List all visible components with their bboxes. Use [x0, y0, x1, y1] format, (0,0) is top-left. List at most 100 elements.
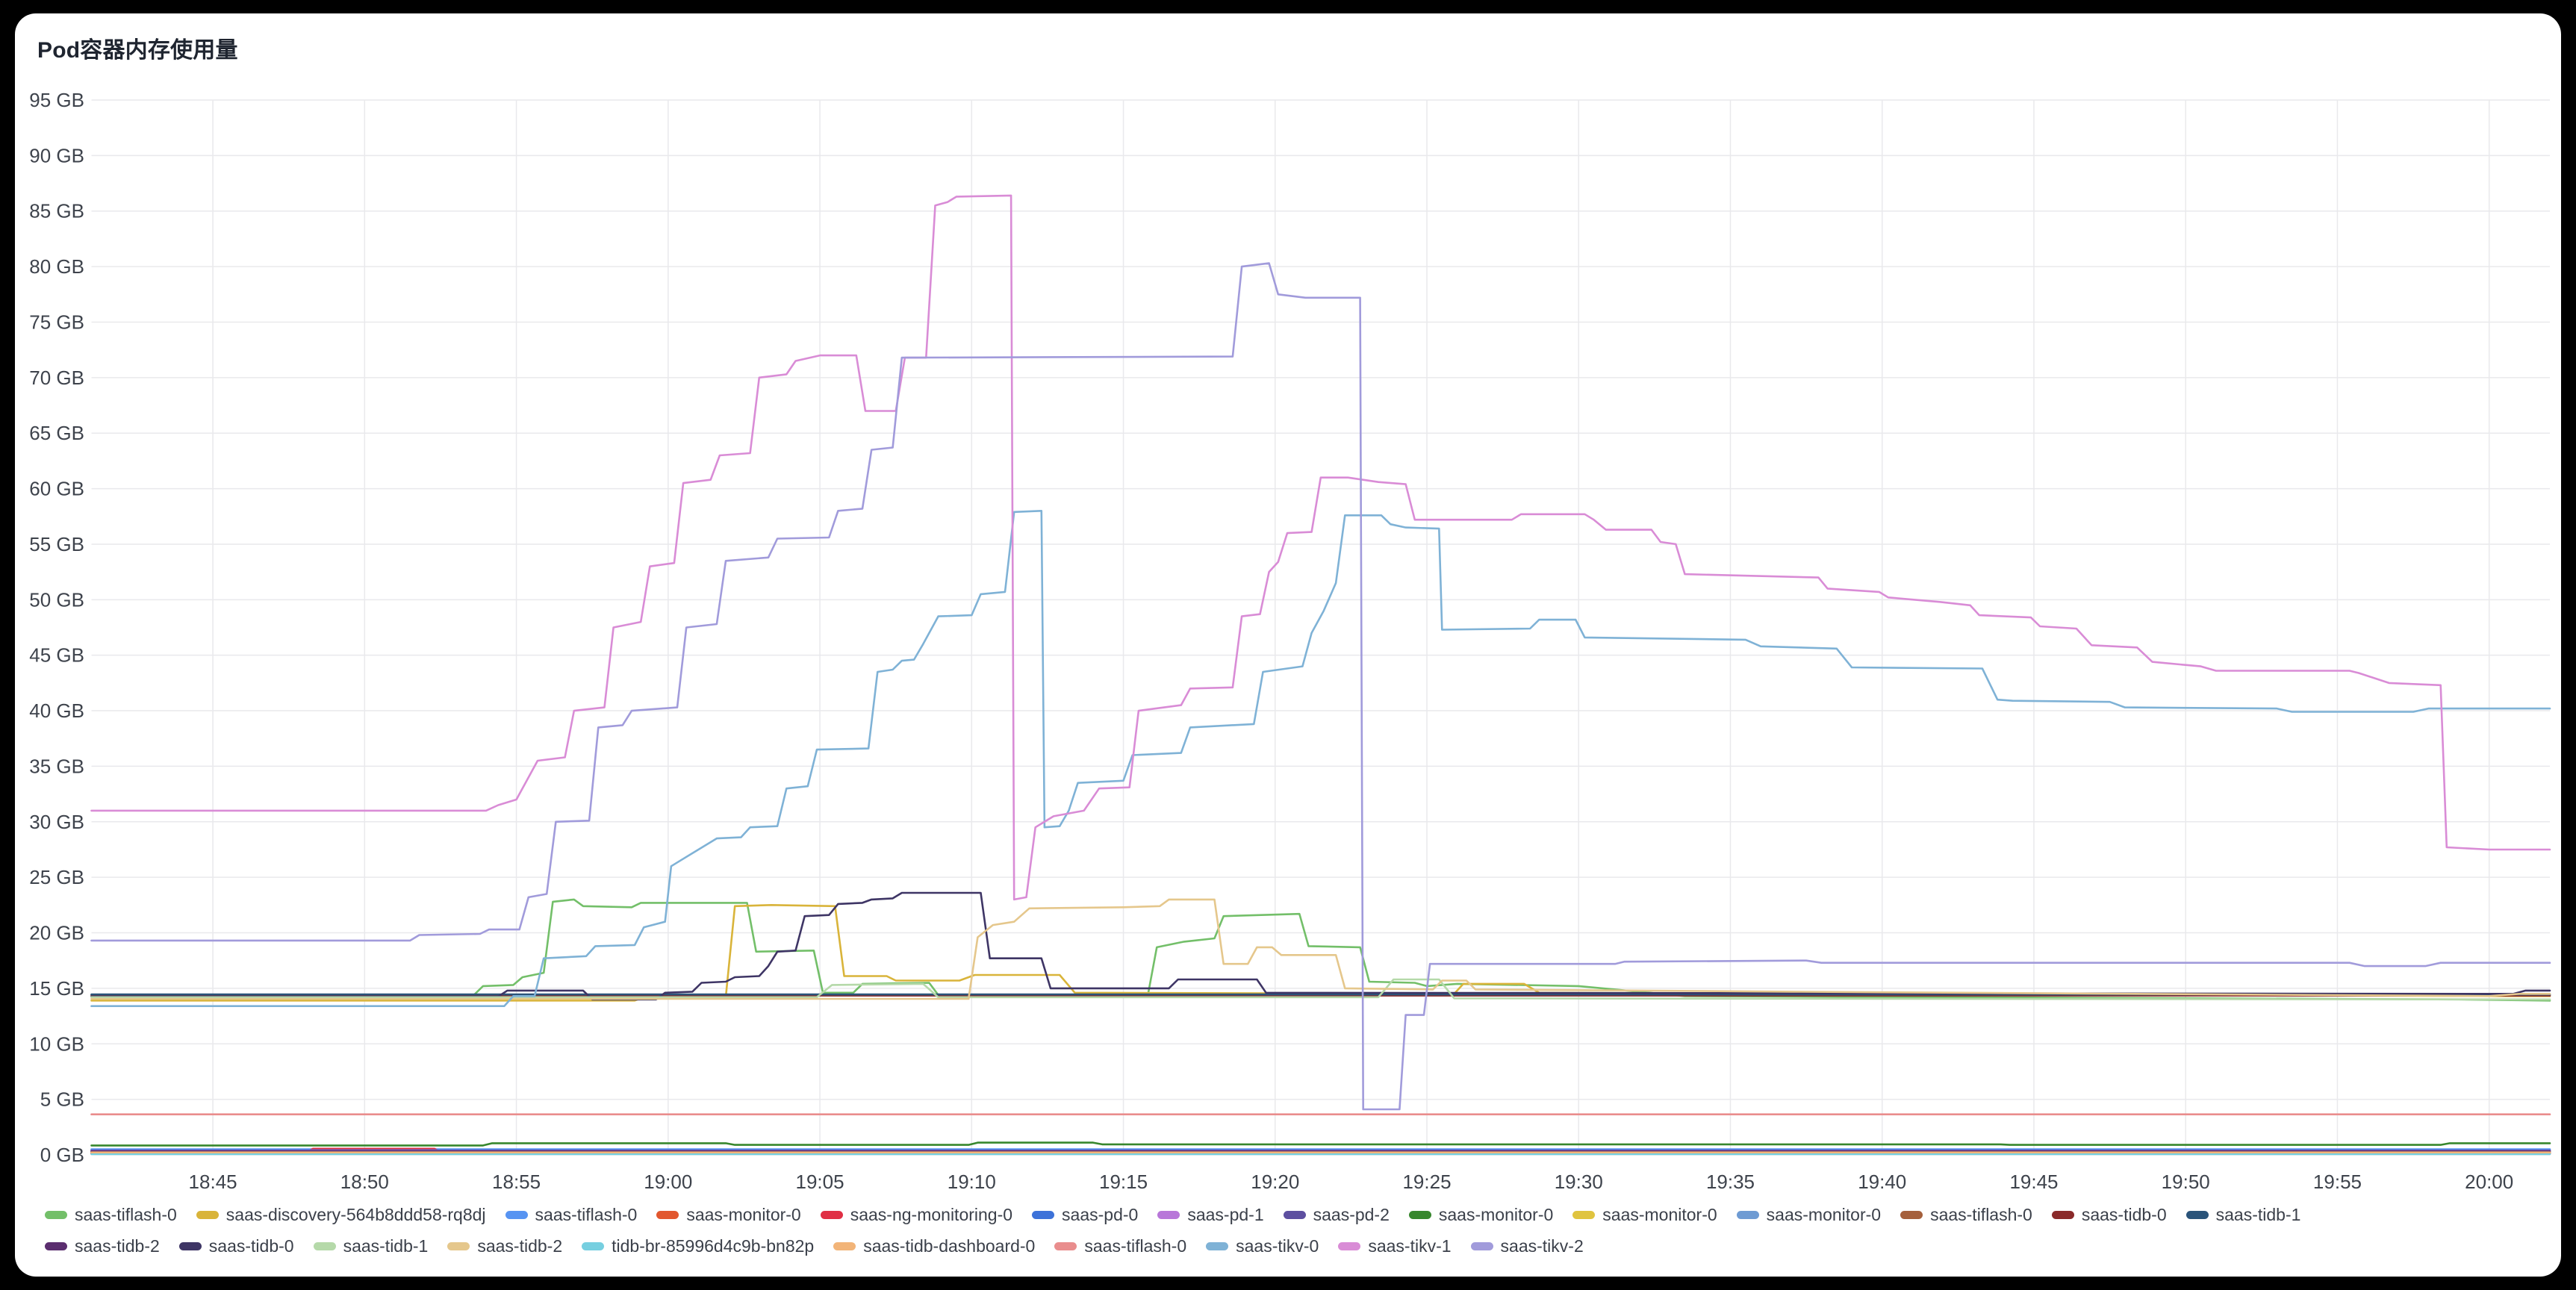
- legend-swatch-icon: [1736, 1210, 1759, 1219]
- legend-item[interactable]: saas-ng-monitoring-0: [820, 1205, 1012, 1225]
- legend-item[interactable]: saas-tidb-1: [313, 1236, 429, 1256]
- legend-swatch-icon: [1157, 1210, 1180, 1219]
- y-axis-tick: 60 GB: [29, 478, 84, 500]
- legend-item[interactable]: saas-tiflash-0: [505, 1204, 638, 1225]
- legend-swatch-icon: [1054, 1241, 1077, 1250]
- legend-item[interactable]: saas-tiflash-0: [1054, 1236, 1186, 1256]
- y-axis-tick: 15 GB: [29, 977, 84, 1000]
- legend-swatch-icon: [2185, 1210, 2209, 1219]
- x-axis-tick: 19:20: [1251, 1171, 1299, 1193]
- legend-swatch-icon: [196, 1210, 219, 1219]
- legend-item[interactable]: saas-pd-1: [1157, 1204, 1264, 1225]
- series-line: [90, 898, 2551, 1000]
- legend-item[interactable]: saas-monitor-0: [1736, 1204, 1882, 1225]
- legend-item[interactable]: saas-monitor-0: [1408, 1204, 1554, 1225]
- series-line: [90, 904, 2551, 1002]
- legend-label: saas-tikv-0: [1236, 1236, 1319, 1256]
- y-axis-tick: 10 GB: [29, 1032, 84, 1055]
- y-axis-tick: 45 GB: [29, 644, 84, 667]
- legend-swatch-icon: [582, 1241, 605, 1250]
- legend-item[interactable]: saas-pd-2: [1283, 1204, 1390, 1225]
- legend-label: saas-tiflash-0: [1930, 1204, 2032, 1224]
- legend-label: saas-tidb-0: [208, 1236, 294, 1256]
- legend-swatch-icon: [1572, 1210, 1596, 1219]
- legend-label: saas-tikv-2: [1500, 1236, 1584, 1256]
- legend-swatch-icon: [2051, 1210, 2074, 1219]
- legend-label: saas-tidb-2: [477, 1236, 563, 1256]
- legend-label: saas-monitor-0: [1438, 1204, 1554, 1224]
- y-axis-tick: 40 GB: [29, 699, 84, 722]
- x-axis-tick: 19:25: [1402, 1171, 1451, 1193]
- legend-label: saas-pd-2: [1313, 1204, 1390, 1224]
- y-axis-tick: 65 GB: [29, 422, 84, 444]
- y-axis-tick: 5 GB: [40, 1088, 84, 1111]
- x-axis-tick: 19:55: [2313, 1171, 2362, 1193]
- legend-item[interactable]: saas-pd-0: [1032, 1205, 1138, 1225]
- y-axis-tick: 55 GB: [29, 533, 84, 555]
- series-line: [90, 194, 2551, 901]
- legend-item[interactable]: saas-tidb-2: [447, 1236, 562, 1256]
- legend-item[interactable]: saas-tikv-0: [1206, 1236, 1319, 1256]
- legend-swatch-icon: [820, 1210, 843, 1219]
- x-axis-tick: 19:10: [948, 1171, 996, 1193]
- chart-canvas[interactable]: 0 GB 5 GB 10 GB 15 GB 20 GB 25 GB 30 GB 35 GB 40…: [15, 13, 2561, 1277]
- y-axis-tick: 70 GB: [29, 367, 84, 389]
- x-axis-tick: 19:45: [2009, 1171, 2058, 1193]
- legend-item[interactable]: saas-monitor-0: [1572, 1205, 1717, 1225]
- legend-item[interactable]: saas-tidb-0: [2051, 1204, 2167, 1225]
- legend-row: saas-tiflash-0 saas-discovery-564b8ddd58-…: [45, 1199, 2546, 1230]
- legend-item[interactable]: saas-tidb-2: [45, 1236, 160, 1256]
- panel-title: Pod容器内存使用量: [37, 38, 238, 63]
- x-axis-tick: 18:45: [189, 1171, 237, 1193]
- legend-item[interactable]: saas-tiflash-0: [1900, 1205, 2032, 1225]
- x-axis-tick: 20:00: [2465, 1171, 2513, 1193]
- legend-label: saas-tidb-1: [343, 1236, 429, 1256]
- legend-label: saas-tikv-1: [1368, 1236, 1452, 1256]
- x-axis-tick: 19:35: [1706, 1171, 1755, 1193]
- x-axis-tick: 19:50: [2162, 1171, 2210, 1193]
- legend-item[interactable]: saas-discovery-564b8ddd58-rq8dj: [196, 1205, 486, 1225]
- legend-label: saas-tidb-0: [2081, 1204, 2167, 1224]
- series-line: [90, 978, 2551, 1001]
- legend-swatch-icon: [656, 1210, 679, 1219]
- y-axis-tick: 85 GB: [29, 200, 84, 222]
- legend: saas-tiflash-0 saas-discovery-564b8ddd58-…: [45, 1199, 2546, 1262]
- legend-item[interactable]: saas-tikv-2: [1470, 1236, 1584, 1256]
- legend-item[interactable]: saas-tidb-1: [2185, 1204, 2301, 1225]
- legend-item[interactable]: saas-tiflash-0: [45, 1205, 177, 1225]
- legend-label: saas-monitor-0: [1766, 1204, 1882, 1224]
- legend-swatch-icon: [1408, 1210, 1431, 1219]
- x-axis-tick: 19:05: [796, 1171, 844, 1193]
- legend-item[interactable]: saas-monitor-0: [656, 1205, 801, 1225]
- legend-swatch-icon: [1900, 1210, 1923, 1219]
- legend-label: saas-tiflash-0: [75, 1204, 177, 1224]
- y-axis-tick: 30 GB: [29, 811, 84, 833]
- series-line: [90, 262, 2551, 1111]
- legend-label: tidb-br-85996d4c9b-bn82p: [612, 1236, 815, 1256]
- axis-labels: 0 GB 5 GB 10 GB 15 GB 20 GB 25 GB 30 GB 35 GB 40…: [29, 89, 2513, 1193]
- legend-label: saas-pd-1: [1187, 1204, 1264, 1224]
- series-line: [90, 1141, 2551, 1147]
- y-axis-tick: 90 GB: [29, 144, 84, 166]
- legend-label: saas-discovery-564b8ddd58-rq8dj: [225, 1204, 486, 1224]
- legend-label: saas-tiflash-0: [535, 1204, 638, 1224]
- gridlines: [91, 99, 2550, 1156]
- legend-label: saas-tidb-1: [2215, 1204, 2301, 1224]
- legend-item[interactable]: saas-tikv-1: [1338, 1236, 1452, 1256]
- legend-label: saas-tiflash-0: [1084, 1236, 1187, 1256]
- legend-item[interactable]: saas-tidb-0: [178, 1236, 294, 1256]
- y-axis-tick: 25 GB: [29, 866, 84, 888]
- y-axis-tick: 35 GB: [29, 755, 84, 777]
- y-axis-tick: 50 GB: [29, 588, 84, 611]
- legend-label: saas-tidb-dashboard-0: [863, 1236, 1036, 1256]
- y-axis-tick: 95 GB: [29, 89, 84, 111]
- memory-usage-panel: Pod容器内存使用量 0 GB 5 GB 10 GB 15 GB 20 GB 25 GB 3…: [15, 13, 2561, 1277]
- y-axis-tick: 80 GB: [29, 255, 84, 278]
- legend-label: saas-pd-0: [1062, 1204, 1139, 1224]
- x-axis-tick: 18:50: [340, 1171, 389, 1193]
- legend-swatch-icon: [1283, 1210, 1306, 1219]
- x-axis-tick: 19:40: [1858, 1171, 1906, 1193]
- legend-swatch-icon: [1206, 1241, 1229, 1250]
- legend-item[interactable]: saas-tidb-dashboard-0: [833, 1236, 1035, 1256]
- legend-item[interactable]: tidb-br-85996d4c9b-bn82p: [582, 1236, 814, 1256]
